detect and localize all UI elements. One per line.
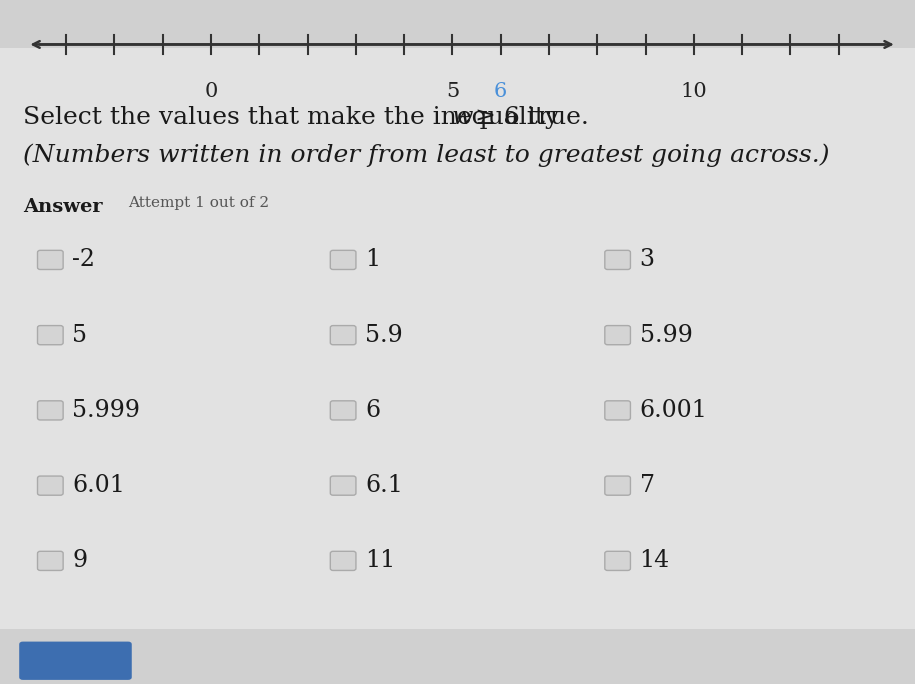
Text: ≥ 6 true.: ≥ 6 true. xyxy=(467,106,588,129)
Text: 5.999: 5.999 xyxy=(72,399,140,422)
Text: 6: 6 xyxy=(494,82,507,101)
FancyBboxPatch shape xyxy=(330,551,356,570)
FancyBboxPatch shape xyxy=(330,401,356,420)
FancyBboxPatch shape xyxy=(330,326,356,345)
FancyBboxPatch shape xyxy=(605,326,630,345)
FancyBboxPatch shape xyxy=(38,401,63,420)
Text: Attempt 1 out of 2: Attempt 1 out of 2 xyxy=(128,196,269,210)
Text: 5.99: 5.99 xyxy=(640,324,693,347)
FancyBboxPatch shape xyxy=(330,250,356,269)
Text: 0: 0 xyxy=(204,82,218,101)
Text: 3: 3 xyxy=(640,248,654,272)
Text: (Numbers written in order from least to greatest going across.): (Numbers written in order from least to … xyxy=(23,144,829,167)
Text: -2: -2 xyxy=(72,248,95,272)
FancyBboxPatch shape xyxy=(605,476,630,495)
Text: 5.9: 5.9 xyxy=(365,324,403,347)
Text: 1: 1 xyxy=(365,248,381,272)
Text: 6.1: 6.1 xyxy=(365,474,403,497)
Bar xyxy=(0,48,915,629)
FancyBboxPatch shape xyxy=(330,476,356,495)
Text: Answer: Answer xyxy=(23,198,102,216)
Text: 6.001: 6.001 xyxy=(640,399,707,422)
Text: 5: 5 xyxy=(72,324,87,347)
Text: 14: 14 xyxy=(640,549,670,573)
FancyBboxPatch shape xyxy=(38,551,63,570)
FancyBboxPatch shape xyxy=(38,476,63,495)
Text: 5: 5 xyxy=(446,82,459,101)
Text: 9: 9 xyxy=(72,549,88,573)
Text: 11: 11 xyxy=(365,549,395,573)
Text: 7: 7 xyxy=(640,474,654,497)
FancyBboxPatch shape xyxy=(38,326,63,345)
Text: Select the values that make the inequality: Select the values that make the inequali… xyxy=(23,106,567,129)
Text: w: w xyxy=(452,106,473,129)
FancyBboxPatch shape xyxy=(605,551,630,570)
FancyBboxPatch shape xyxy=(19,642,132,680)
Text: 6.01: 6.01 xyxy=(72,474,125,497)
FancyBboxPatch shape xyxy=(605,250,630,269)
FancyBboxPatch shape xyxy=(605,401,630,420)
Text: 10: 10 xyxy=(681,82,707,101)
FancyBboxPatch shape xyxy=(38,250,63,269)
Text: 6: 6 xyxy=(365,399,381,422)
